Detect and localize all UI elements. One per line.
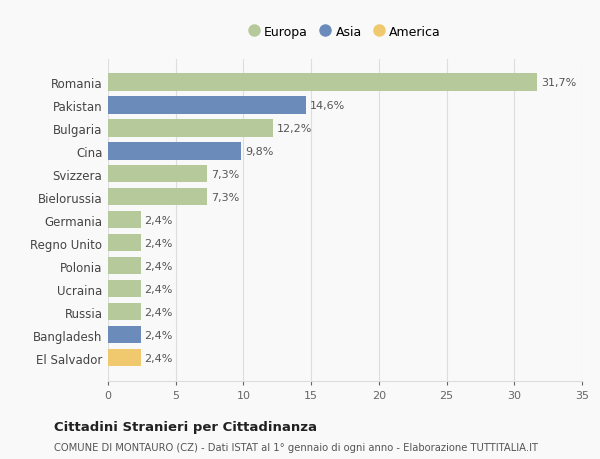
Text: 2,4%: 2,4% [145, 307, 173, 317]
Text: 31,7%: 31,7% [541, 78, 577, 88]
Bar [108, 235, 140, 252]
Bar [108, 120, 273, 137]
Bar [108, 303, 140, 320]
Bar [108, 143, 241, 160]
Legend: Europa, Asia, America: Europa, Asia, America [244, 21, 446, 44]
Text: 7,3%: 7,3% [211, 169, 239, 179]
Bar [108, 257, 140, 275]
Text: 9,8%: 9,8% [245, 146, 273, 157]
Text: 14,6%: 14,6% [310, 101, 345, 111]
Text: 2,4%: 2,4% [145, 330, 173, 340]
Text: 2,4%: 2,4% [145, 261, 173, 271]
Text: 7,3%: 7,3% [211, 192, 239, 202]
Text: COMUNE DI MONTAURO (CZ) - Dati ISTAT al 1° gennaio di ogni anno - Elaborazione T: COMUNE DI MONTAURO (CZ) - Dati ISTAT al … [54, 442, 538, 452]
Bar [108, 74, 538, 91]
Bar [108, 280, 140, 297]
Text: 12,2%: 12,2% [277, 123, 313, 134]
Text: 2,4%: 2,4% [145, 238, 173, 248]
Bar [108, 326, 140, 343]
Bar [108, 97, 306, 114]
Bar [108, 212, 140, 229]
Text: 2,4%: 2,4% [145, 215, 173, 225]
Text: Cittadini Stranieri per Cittadinanza: Cittadini Stranieri per Cittadinanza [54, 420, 317, 433]
Text: 2,4%: 2,4% [145, 353, 173, 363]
Bar [108, 349, 140, 366]
Text: 2,4%: 2,4% [145, 284, 173, 294]
Bar [108, 189, 207, 206]
Bar [108, 166, 207, 183]
